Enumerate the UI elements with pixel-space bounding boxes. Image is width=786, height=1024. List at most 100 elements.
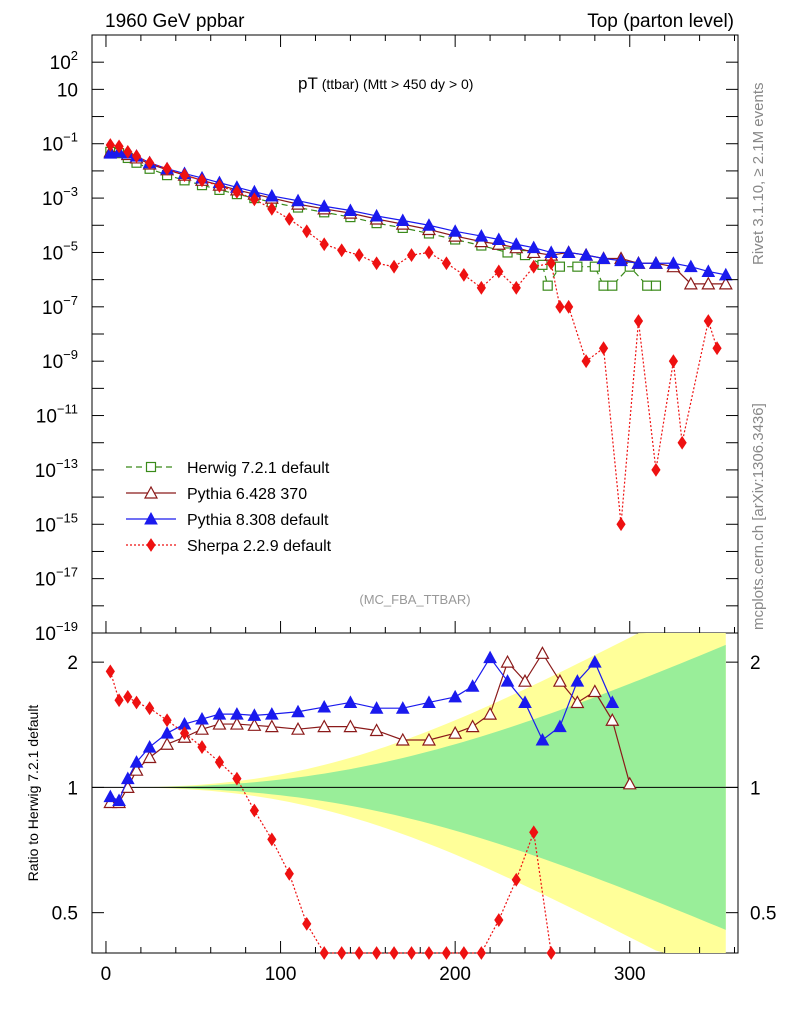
ratio-series-pythia8 (103, 650, 620, 807)
ratio-point-pythia6 (605, 713, 620, 726)
x-tick-label: 0 (101, 964, 112, 985)
point-pythia8 (317, 199, 332, 212)
ratio-point-sherpa (511, 872, 521, 887)
ratio-point-pythia8 (212, 707, 227, 720)
legend-marker-herwig (145, 461, 157, 473)
ratio-point-pythia8 (343, 695, 358, 708)
ratio-point-pythia6 (500, 654, 515, 668)
point-pythia8 (614, 253, 628, 267)
ratio-point-sherpa (197, 740, 207, 754)
ratio-point-pythia8 (317, 700, 332, 713)
y-tick-label-exp: 2 (71, 48, 78, 63)
point-pythia8 (649, 256, 663, 269)
point-sherpa (197, 173, 207, 188)
ratio-series-sherpa (105, 664, 556, 960)
point-pythia8 (369, 208, 384, 222)
ratio-point-sherpa (214, 755, 225, 770)
header-left: 1960 GeV ppbar (105, 11, 245, 32)
point-pythia6 (683, 276, 698, 290)
point-sherpa (581, 354, 591, 369)
point-sherpa (459, 267, 469, 282)
y-tick-label: 10−15 (35, 510, 78, 536)
point-sherpa (616, 517, 626, 532)
ratio-tick-label-right: 2 (750, 653, 761, 674)
point-sherpa (162, 161, 172, 176)
header-right: Top (parton level) (587, 11, 734, 32)
point-pythia8 (684, 259, 698, 273)
ratio-point-pythia8 (369, 701, 384, 714)
point-pythia8 (701, 264, 716, 277)
ratio-point-pythia8 (587, 655, 602, 668)
side-label-bottom: mcplots.cern.ch [arXiv:1306.3436] (750, 403, 767, 630)
ratio-point-sherpa (389, 946, 399, 960)
y-tick-label: 10 (57, 80, 78, 101)
side-label-top: Rivet 3.1.10, ≥ 2.1M events (750, 83, 767, 266)
ratio-point-pythia8 (605, 695, 620, 708)
point-herwig (554, 261, 566, 272)
ratio-point-sherpa (319, 946, 329, 960)
y-tick-label: 10−19 (35, 619, 78, 645)
ratio-point-sherpa (459, 946, 469, 960)
y-tick-label: 10−11 (36, 402, 78, 428)
ratio-point-pythia6 (247, 718, 262, 731)
ratio-point-pythia8 (247, 708, 262, 721)
point-herwig (650, 280, 662, 291)
ratio-tick-label-right: 0.5 (750, 904, 776, 925)
point-sherpa (441, 256, 452, 271)
ratio-point-sherpa (424, 946, 434, 960)
ratio-point-pythia8 (518, 695, 532, 708)
legend-label-herwig: Herwig 7.2.1 default (187, 460, 330, 477)
ratio-point-pythia6 (421, 732, 436, 746)
point-sherpa (546, 256, 556, 271)
point-pythia8 (596, 251, 611, 264)
point-sherpa (712, 341, 722, 356)
y-tick-label: 10−13 (35, 456, 78, 482)
y-tick-label-base: 10 (35, 624, 56, 645)
y-tick-label: 10−9 (42, 347, 78, 373)
point-sherpa (651, 463, 661, 477)
point-sherpa (145, 155, 155, 170)
plot-title-sub: (ttbar) (Mtt > 450 dy > 0) (318, 76, 474, 92)
legend-marker-pythia6 (143, 485, 159, 499)
point-pythia8 (631, 256, 646, 269)
ratio-point-sherpa (105, 664, 115, 679)
ratio-point-pythia6 (160, 736, 175, 750)
y-tick-label-exp: −7 (63, 293, 78, 308)
point-pythia8 (395, 213, 410, 226)
ratio-bands (92, 633, 738, 953)
ratio-point-pythia8 (112, 793, 126, 807)
ratio-point-pythia8 (230, 707, 244, 720)
point-sherpa (677, 435, 687, 450)
point-sherpa (114, 139, 124, 154)
plot-title: pT (ttbar) (Mtt > 450 dy > 0) (298, 74, 473, 93)
analysis-tag: (MC_FBA_TTBAR) (359, 592, 470, 607)
ratio-point-pythia6 (142, 750, 157, 764)
point-sherpa (179, 168, 190, 183)
y-tick-label-exp: −5 (63, 238, 78, 253)
ratio-point-pythia6 (194, 721, 210, 735)
ratio-point-pythia8 (291, 704, 305, 718)
ratio-point-sherpa (232, 771, 242, 786)
ratio-point-pythia8 (535, 732, 550, 746)
point-pythia8 (561, 245, 576, 258)
point-sherpa (494, 264, 504, 279)
point-pythia8 (666, 256, 681, 269)
y-tick-label-base: 10 (42, 243, 63, 264)
point-sherpa (529, 259, 539, 274)
ratio-point-pythia8 (120, 771, 135, 785)
ratio-point-pythia8 (483, 650, 497, 664)
ratio-point-pythia6 (291, 721, 306, 735)
ratio-point-sherpa (371, 946, 382, 960)
ratio-band-inner-up (105, 644, 726, 788)
point-pythia8 (291, 193, 305, 207)
y-tick-label-base: 10 (42, 189, 63, 210)
point-herwig (572, 261, 583, 272)
point-sherpa (389, 259, 399, 274)
ratio-point-pythia6 (483, 706, 498, 720)
point-sherpa (371, 256, 382, 271)
ratio-point-sherpa (302, 916, 312, 931)
series-sherpa (105, 138, 722, 532)
y-tick-label-exp: −9 (63, 347, 78, 362)
y-tick-label-base: 10 (35, 515, 56, 536)
y-tick-label-base: 10 (57, 80, 78, 101)
